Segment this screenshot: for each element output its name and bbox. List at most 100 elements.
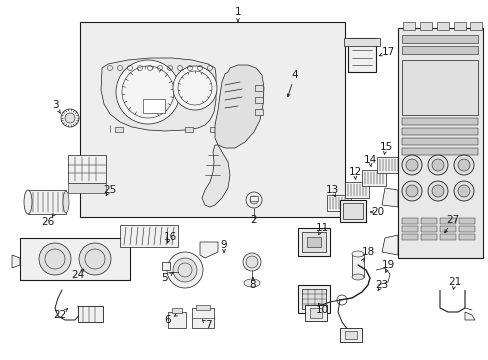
Polygon shape	[381, 235, 397, 255]
Text: 18: 18	[361, 247, 374, 257]
Bar	[249, 196, 258, 201]
Text: 12: 12	[347, 167, 361, 177]
Circle shape	[457, 185, 469, 197]
Bar	[302, 289, 325, 309]
Bar	[420, 226, 436, 232]
Ellipse shape	[245, 256, 258, 268]
Text: 24: 24	[71, 270, 84, 280]
Text: 26: 26	[41, 217, 55, 227]
Ellipse shape	[244, 279, 260, 287]
Circle shape	[431, 159, 443, 171]
Bar	[305, 305, 326, 321]
Bar	[397, 28, 482, 258]
Bar	[254, 85, 263, 91]
Bar	[309, 308, 321, 318]
Bar	[192, 308, 214, 328]
Bar	[376, 157, 400, 173]
Ellipse shape	[63, 191, 69, 213]
Text: 23: 23	[375, 280, 388, 290]
Bar	[68, 183, 106, 193]
Bar	[68, 155, 106, 183]
Bar	[458, 234, 474, 240]
Circle shape	[457, 159, 469, 171]
Text: 22: 22	[53, 310, 66, 320]
Text: 10: 10	[315, 305, 328, 315]
Bar	[347, 38, 375, 72]
Ellipse shape	[243, 253, 261, 271]
Text: 1: 1	[234, 7, 241, 17]
Text: 27: 27	[446, 215, 459, 225]
Bar	[345, 331, 356, 339]
Circle shape	[405, 159, 417, 171]
Circle shape	[249, 196, 258, 204]
Bar	[254, 109, 263, 115]
Circle shape	[427, 155, 447, 175]
Bar	[326, 195, 350, 211]
Bar	[453, 22, 465, 30]
Polygon shape	[12, 255, 20, 268]
Circle shape	[453, 181, 473, 201]
Bar	[401, 60, 477, 115]
Text: 9: 9	[220, 240, 227, 250]
Bar	[401, 118, 477, 125]
Circle shape	[405, 185, 417, 197]
Bar	[254, 97, 263, 103]
Bar	[297, 228, 329, 256]
Bar	[351, 255, 363, 277]
Bar	[401, 148, 477, 155]
Bar	[78, 306, 103, 322]
Circle shape	[173, 66, 217, 110]
Bar	[401, 138, 477, 145]
Text: 19: 19	[381, 260, 394, 270]
Text: 2: 2	[250, 215, 257, 225]
Polygon shape	[215, 65, 264, 148]
Text: 16: 16	[163, 232, 176, 242]
Text: 17: 17	[381, 47, 394, 57]
Bar	[439, 226, 455, 232]
Text: 7: 7	[204, 320, 211, 330]
Circle shape	[431, 185, 443, 197]
Text: 15: 15	[379, 142, 392, 152]
Bar	[20, 238, 130, 280]
Bar	[80, 22, 345, 217]
Bar	[401, 234, 417, 240]
Polygon shape	[101, 58, 216, 131]
Bar	[120, 225, 178, 247]
Text: 25: 25	[103, 185, 116, 195]
Bar	[184, 127, 193, 132]
Circle shape	[427, 181, 447, 201]
Text: 20: 20	[371, 207, 384, 217]
Bar	[436, 22, 448, 30]
Bar	[439, 234, 455, 240]
Bar	[419, 22, 431, 30]
Circle shape	[453, 155, 473, 175]
Bar	[469, 22, 481, 30]
Text: 5: 5	[162, 273, 168, 283]
Bar	[345, 182, 368, 198]
Circle shape	[401, 155, 421, 175]
Bar	[458, 218, 474, 224]
Bar	[420, 234, 436, 240]
Bar	[339, 200, 365, 222]
Bar	[172, 308, 182, 313]
Text: 14: 14	[363, 155, 376, 165]
Bar	[343, 38, 379, 46]
Text: 11: 11	[315, 223, 328, 233]
Bar	[297, 285, 329, 313]
Bar	[196, 305, 209, 310]
Text: 21: 21	[447, 277, 461, 287]
Text: 3: 3	[52, 100, 58, 110]
Ellipse shape	[351, 274, 363, 280]
Polygon shape	[200, 242, 218, 258]
Circle shape	[79, 243, 111, 275]
Bar	[401, 226, 417, 232]
Circle shape	[245, 192, 262, 208]
Bar	[420, 218, 436, 224]
Bar	[168, 312, 185, 328]
Circle shape	[167, 252, 203, 288]
Circle shape	[401, 181, 421, 201]
Polygon shape	[162, 262, 170, 270]
Bar	[342, 203, 362, 219]
Bar	[361, 170, 385, 186]
Bar	[302, 232, 325, 252]
